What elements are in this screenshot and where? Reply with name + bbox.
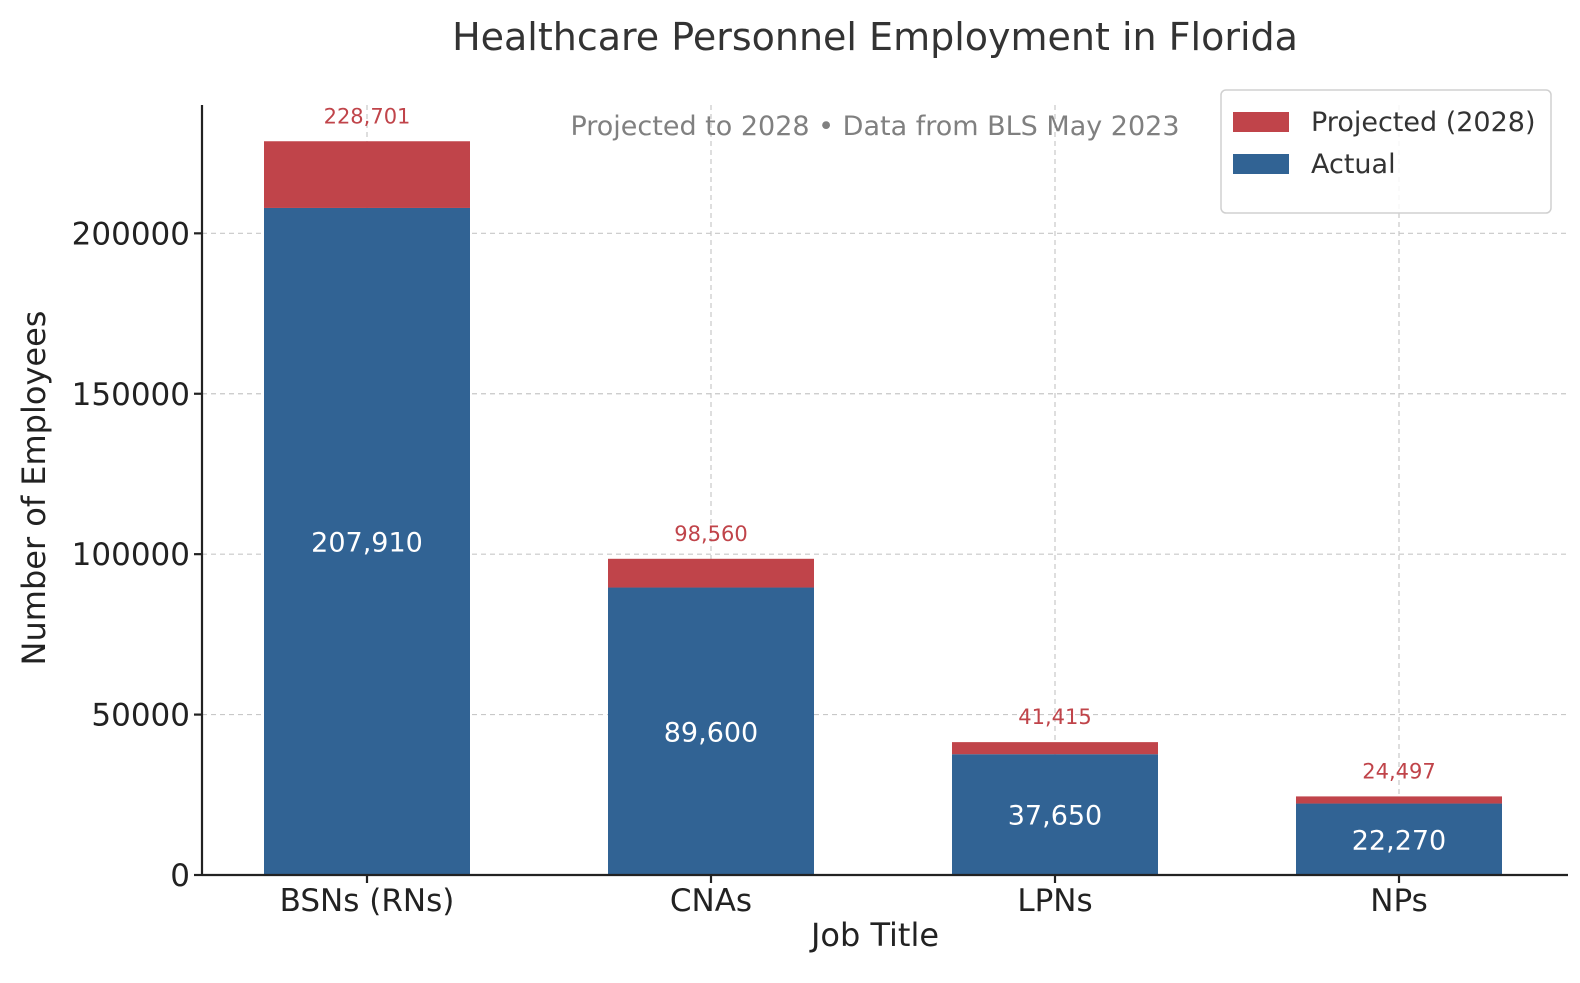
chart-subtitle: Projected to 2028 • Data from BLS May 20… <box>570 111 1179 142</box>
axis-layer: 0 50000 100000 150000 200000 BSNs (RNs) CNAs LP… <box>72 105 1568 919</box>
y-tick-label: 150000 <box>72 377 190 413</box>
legend-entry: Projected (2028) <box>1311 107 1536 138</box>
bar-label-projected: 24,497 <box>1362 759 1435 783</box>
bar-projected <box>952 742 1158 755</box>
bar-actual <box>608 587 814 875</box>
bar-label-actual: 89,600 <box>664 717 758 748</box>
y-axis-label: Number of Employees <box>15 311 53 666</box>
y-tick-label: 200000 <box>72 216 190 252</box>
legend-swatch <box>1233 112 1289 132</box>
bar-label-projected: 228,701 <box>324 104 411 128</box>
bar-actual <box>264 207 470 875</box>
bar-label-actual: 37,650 <box>1008 801 1102 832</box>
chart-title: Healthcare Personnel Employment in Flori… <box>452 15 1298 59</box>
bar-label-actual: 22,270 <box>1352 825 1446 856</box>
x-tick-label: LPNs <box>1017 883 1092 919</box>
legend: Projected (2028) Actual <box>1220 89 1552 214</box>
bar-actual <box>952 754 1158 875</box>
y-tick-label: 50000 <box>91 698 190 734</box>
bar-label-actual: 207,910 <box>311 527 423 558</box>
legend-box <box>1220 89 1552 214</box>
x-tick-label: CNAs <box>670 883 752 919</box>
bar-projected <box>1296 796 1502 804</box>
bar-actual <box>1296 803 1502 875</box>
legend-swatch <box>1233 154 1289 174</box>
bar-label-projected: 98,560 <box>674 522 747 546</box>
x-tick-label: BSNs (RNs) <box>280 883 455 919</box>
y-tick-label: 100000 <box>72 537 190 573</box>
bar-projected <box>608 558 814 588</box>
y-tick-label: 0 <box>170 858 190 894</box>
bar-label-projected: 41,415 <box>1018 705 1091 729</box>
x-tick-label: NPs <box>1370 883 1428 919</box>
bar-layer: 207,910 228,701 89,600 98,560 37,650 41,415 22… <box>264 104 1502 875</box>
legend-entry: Actual <box>1311 149 1396 180</box>
x-axis-label: Job Title <box>809 916 939 954</box>
bar-projected <box>264 141 470 208</box>
